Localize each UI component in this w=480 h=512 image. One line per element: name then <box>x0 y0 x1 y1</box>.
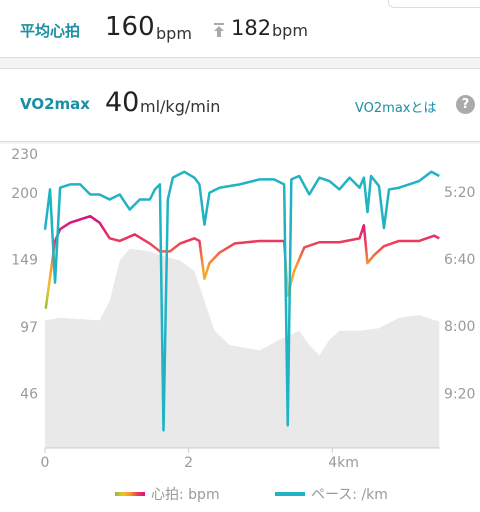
legend-label: ペース: /km <box>311 487 388 503</box>
y2-tick-label: 6:40 <box>444 252 475 268</box>
legend-swatch <box>115 492 145 496</box>
vo2-unit: ml/kg/min <box>140 97 221 116</box>
chart: 46 97 149 200 230 5:20 6:40 8:00 9:20 0 2 4km 心拍: bp… <box>0 144 480 512</box>
y-tick-label: 97 <box>20 320 38 336</box>
x-tick-label: 4km <box>328 455 359 471</box>
vo2-link[interactable]: VO2maxとは <box>355 101 437 116</box>
avg-hr-label: 平均心拍 <box>20 22 81 40</box>
y-tick-label: 46 <box>20 387 38 403</box>
y2-tick-label: 8:00 <box>444 319 475 335</box>
avg-hr-unit: bpm <box>156 24 192 43</box>
series-line <box>44 214 440 309</box>
vo2-label: VO2max <box>20 95 90 113</box>
legend-swatch <box>275 492 305 496</box>
max-icon <box>214 23 224 37</box>
vo2-card: VO2max 40 ml/kg/min VO2maxとは ? <box>0 68 480 142</box>
max-hr-unit: bpm <box>272 21 308 40</box>
y-tick-label: 149 <box>11 252 38 268</box>
vo2-value: 40 <box>105 87 140 118</box>
y2-tick-label: 9:20 <box>444 386 475 402</box>
y2-tick-label: 5:20 <box>444 185 475 201</box>
x-tick-label: 2 <box>184 455 193 471</box>
hr-card: 平均心拍 160 bpm 182 bpm <box>0 0 480 58</box>
y-tick-label: 230 <box>11 147 38 163</box>
y-tick-label: 200 <box>11 186 38 202</box>
card-edge <box>388 0 480 8</box>
max-hr: 182 <box>231 16 272 40</box>
x-tick-label: 0 <box>41 455 50 471</box>
help-icon[interactable]: ? <box>456 95 475 114</box>
elevation-area <box>45 248 440 448</box>
legend-label: 心拍: bpm <box>151 487 220 503</box>
avg-hr: 160 <box>105 12 155 42</box>
series-line <box>43 170 440 432</box>
